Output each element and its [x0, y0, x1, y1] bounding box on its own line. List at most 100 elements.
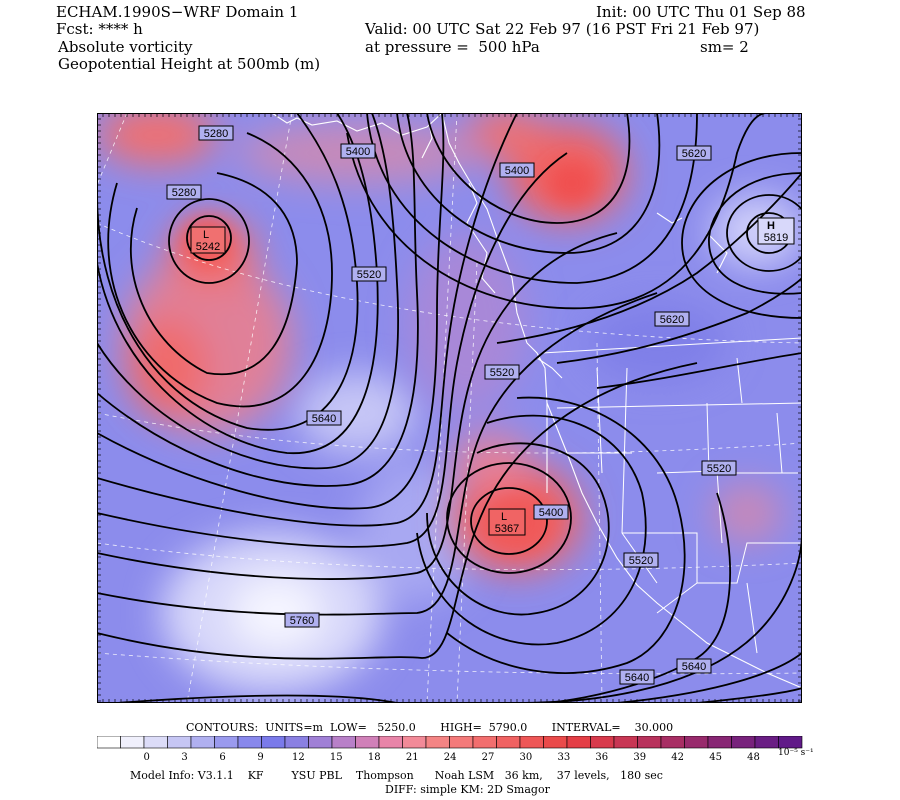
forecast-hour: Fcst: **** h	[56, 20, 143, 38]
svg-text:5760: 5760	[290, 615, 314, 627]
high-center: H 5819	[757, 217, 795, 245]
init-time: Init: 00 UTC Thu 01 Sep 88	[596, 3, 806, 21]
svg-text:5640: 5640	[682, 661, 706, 673]
colorbar-tick-label: 0	[144, 752, 150, 763]
svg-text:5280: 5280	[204, 128, 228, 140]
valid-time: Valid: 00 UTC Sat 22 Feb 97 (16 PST Fri …	[365, 20, 760, 38]
svg-text:H: H	[767, 220, 775, 232]
diff-info: DIFF: simple KM: 2D Smagor	[385, 783, 550, 796]
svg-text:5400: 5400	[539, 507, 563, 519]
svg-text:5367: 5367	[495, 523, 519, 535]
colorbar-swatch	[519, 736, 544, 749]
contour-label: 5400	[499, 162, 535, 178]
state-borders	[541, 337, 802, 654]
colorbar-swatch	[754, 736, 779, 749]
colorbar-tick-label: 21	[406, 752, 419, 763]
svg-text:5520: 5520	[357, 269, 381, 281]
colorbar-swatch	[590, 736, 615, 749]
field-name-1: Absolute vorticity	[58, 38, 193, 56]
svg-text:5400: 5400	[505, 165, 529, 177]
svg-text:5819: 5819	[764, 232, 788, 244]
contour-label: 5520	[351, 266, 387, 282]
colorbar-swatch	[308, 736, 333, 749]
contour-label: 5640	[619, 669, 655, 685]
colorbar-tick-label: 6	[219, 752, 225, 763]
low-center: L 5367	[488, 508, 526, 536]
map-frame	[97, 113, 802, 703]
contour-label: 5280	[166, 184, 202, 200]
smoothing: sm= 2	[700, 38, 749, 56]
colorbar-tick-label: 15	[330, 752, 343, 763]
colorbar-swatch	[496, 736, 521, 749]
contour-labels: 5280 5280 5400 5400 5620 5520 5620 5520 …	[166, 125, 737, 685]
colorbar-swatch	[190, 736, 215, 749]
colorbar-swatch	[778, 736, 803, 749]
colorbar-tick-label: 45	[709, 752, 722, 763]
contour-label: 5280	[198, 125, 234, 141]
colorbar-tick-label: 33	[558, 752, 571, 763]
colorbar-tick-label: 48	[747, 752, 760, 763]
colorbar-tick-label: 12	[292, 752, 305, 763]
svg-text:L: L	[203, 229, 209, 241]
svg-text:5640: 5640	[312, 413, 336, 425]
svg-text:5400: 5400	[346, 146, 370, 158]
colorbar-tick-label: 27	[482, 752, 495, 763]
svg-text:L: L	[501, 511, 507, 523]
pressure-level: at pressure = 500 hPa	[365, 38, 540, 56]
colorbar-swatch	[97, 736, 121, 749]
svg-text:5280: 5280	[172, 187, 196, 199]
colorbar-tick-label: 18	[368, 752, 381, 763]
colorbar-swatch	[637, 736, 662, 749]
colorbar-tick-label: 42	[671, 752, 684, 763]
colorbar-swatch	[237, 736, 262, 749]
low-center: L 5242	[190, 226, 226, 254]
contour-label: 5400	[340, 143, 376, 159]
colorbar-tick-label: 39	[633, 752, 646, 763]
colorbar-swatch	[355, 736, 380, 749]
svg-text:5520: 5520	[490, 367, 514, 379]
colorbar-tick-label: 30	[520, 752, 533, 763]
svg-text:5520: 5520	[707, 463, 731, 475]
contour-label: 5760	[284, 612, 320, 628]
model-info: Model Info: V3.1.1 KF YSU PBL Thompson N…	[130, 769, 663, 782]
contour-label: 5520	[484, 364, 520, 380]
colorbar-swatch	[684, 736, 709, 749]
colorbar-swatch	[167, 736, 192, 749]
colorbar-swatch	[731, 736, 756, 749]
contour-label: 5640	[306, 410, 342, 426]
colorbar-swatch	[425, 736, 450, 749]
colorbar-swatch	[660, 736, 685, 749]
svg-text:5620: 5620	[682, 148, 706, 160]
colorbar-swatch	[613, 736, 638, 749]
contours-info: CONTOURS: UNITS=m LOW= 5250.0 HIGH= 5790…	[186, 721, 674, 734]
height-contours	[97, 113, 802, 703]
contour-label: 5520	[623, 552, 659, 568]
colorbar-tick-label: 24	[444, 752, 457, 763]
colorbar-swatch	[402, 736, 427, 749]
svg-text:5242: 5242	[196, 241, 220, 253]
colorbar-swatch	[143, 736, 168, 749]
colorbar-swatch	[331, 736, 356, 749]
colorbar-unit: 10⁻⁵ s⁻¹	[778, 748, 814, 758]
colorbar-swatch	[378, 736, 403, 749]
colorbar-swatch	[284, 736, 309, 749]
colorbar-swatch	[214, 736, 239, 749]
colorbar-tick-label: 3	[181, 752, 187, 763]
contour-label: 5520	[701, 460, 737, 476]
vorticity-map: 5280 5280 5400 5400 5620 5520 5620 5520 …	[97, 113, 802, 703]
pressure-centers: L 5242 H 5819 L 5367	[190, 217, 795, 536]
contour-label: 5640	[676, 658, 712, 674]
colorbar: 0 3 6 9 12 15 18 21 24 27 30 33 36 39 42 45 48	[97, 736, 803, 763]
vorticity-high-areas	[97, 113, 782, 573]
colorbar-swatch	[472, 736, 497, 749]
colorbar-swatch	[120, 736, 145, 749]
colorbar-swatch	[449, 736, 474, 749]
model-title: ECHAM.1990S−WRF Domain 1	[56, 3, 299, 21]
colorbar-tick-label: 9	[257, 752, 263, 763]
colorbar-swatch	[566, 736, 591, 749]
svg-text:5640: 5640	[625, 672, 649, 684]
colorbar-swatch	[543, 736, 568, 749]
colorbar-tick-label: 36	[595, 752, 608, 763]
colorbar-swatch	[707, 736, 732, 749]
contour-label: 5400	[533, 504, 569, 520]
